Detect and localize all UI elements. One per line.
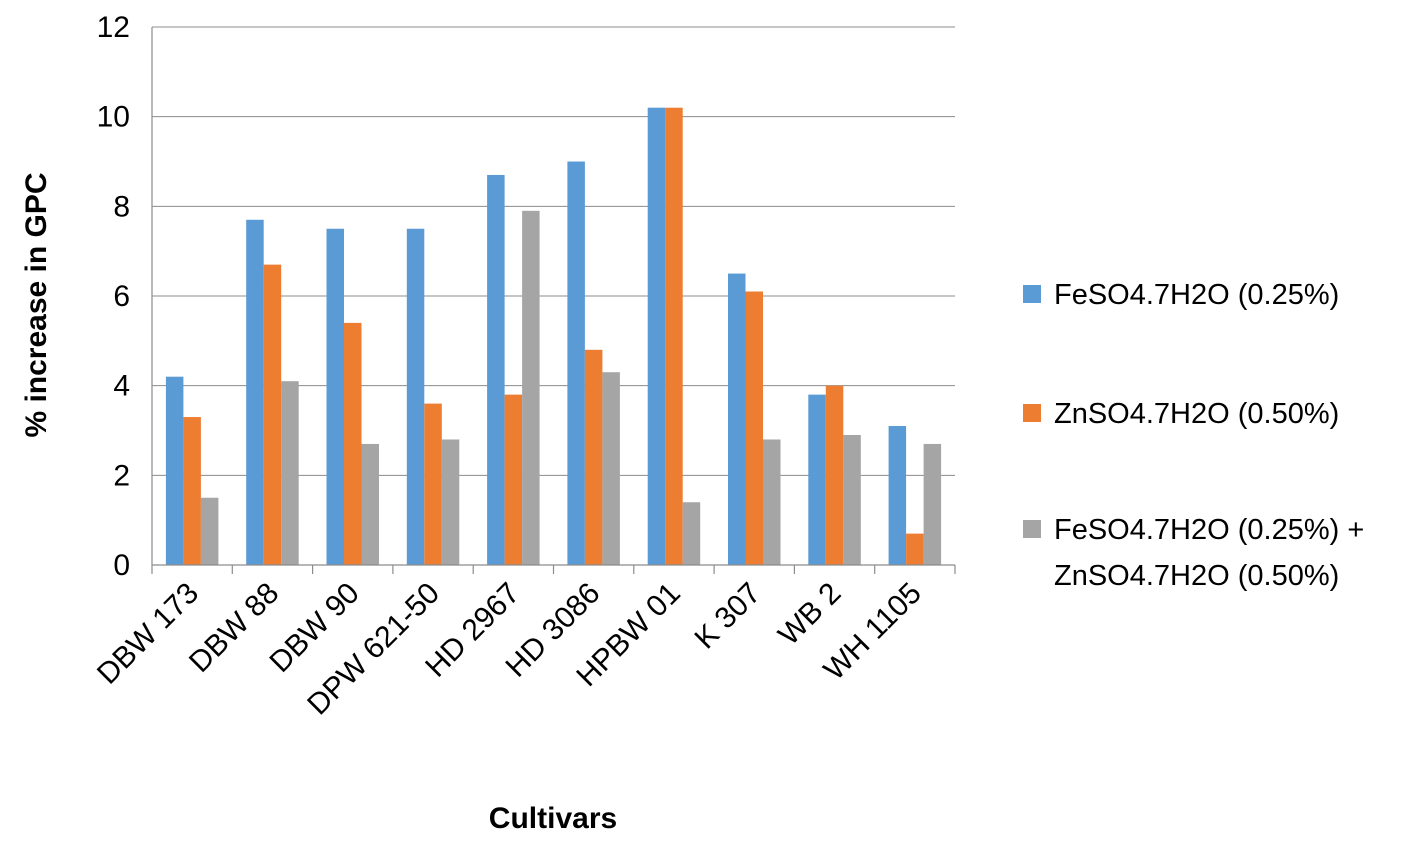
bar	[745, 291, 763, 565]
y-tick-label: 12	[97, 11, 130, 44]
legend-label: FeSO4.7H2O (0.25%)	[1054, 279, 1339, 311]
bar	[665, 107, 683, 565]
bar	[504, 394, 523, 565]
bar	[326, 228, 344, 565]
bar	[200, 497, 219, 565]
bar	[344, 322, 362, 565]
y-axis-title: % increase in GPC	[20, 172, 53, 437]
legend-label: ZnSO4.7H2O (0.50%)	[1054, 560, 1339, 592]
bar	[825, 385, 844, 565]
bar	[406, 228, 425, 565]
legend-swatch	[1023, 404, 1041, 422]
bar	[246, 219, 264, 565]
y-tick-label: 0	[113, 549, 130, 582]
bar	[441, 439, 460, 565]
legend-swatch	[1023, 520, 1041, 538]
bar	[567, 161, 585, 565]
bar	[647, 107, 666, 565]
bar	[808, 394, 826, 565]
y-tick-label: 8	[113, 190, 130, 223]
bar	[281, 381, 299, 565]
bar	[888, 426, 907, 565]
x-axis-title: Cultivars	[489, 802, 617, 835]
y-tick-label: 4	[113, 370, 130, 403]
bar	[165, 376, 184, 565]
y-tick-label: 10	[97, 101, 130, 134]
axes-layer	[151, 27, 956, 574]
bars-layer	[165, 107, 942, 565]
bar	[763, 439, 781, 565]
bar	[728, 273, 746, 565]
legend-swatch	[1023, 285, 1041, 303]
x-tick-label: K 307	[688, 577, 767, 656]
bar	[602, 372, 620, 565]
bar	[843, 434, 861, 565]
bar	[183, 417, 201, 565]
bar	[682, 502, 701, 565]
bar	[424, 403, 442, 565]
legend-label: FeSO4.7H2O (0.25%) +	[1054, 514, 1364, 546]
bar	[923, 443, 942, 565]
bar	[487, 174, 505, 565]
x-tick-label: WB 2	[772, 577, 847, 652]
bar	[906, 533, 924, 565]
bar	[584, 349, 603, 565]
bar	[522, 210, 540, 565]
y-tick-label: 6	[113, 280, 130, 313]
bar	[361, 443, 379, 565]
bar	[263, 264, 282, 565]
legend-label: ZnSO4.7H2O (0.50%)	[1054, 398, 1339, 430]
x-tick-label: DBW 173	[91, 577, 205, 691]
legend: FeSO4.7H2O (0.25%) ZnSO4.7H2O (0.50%) FeSO…	[1023, 279, 1364, 592]
y-tick-label: 2	[113, 459, 130, 492]
x-tick-label: DBW 88	[183, 577, 285, 679]
